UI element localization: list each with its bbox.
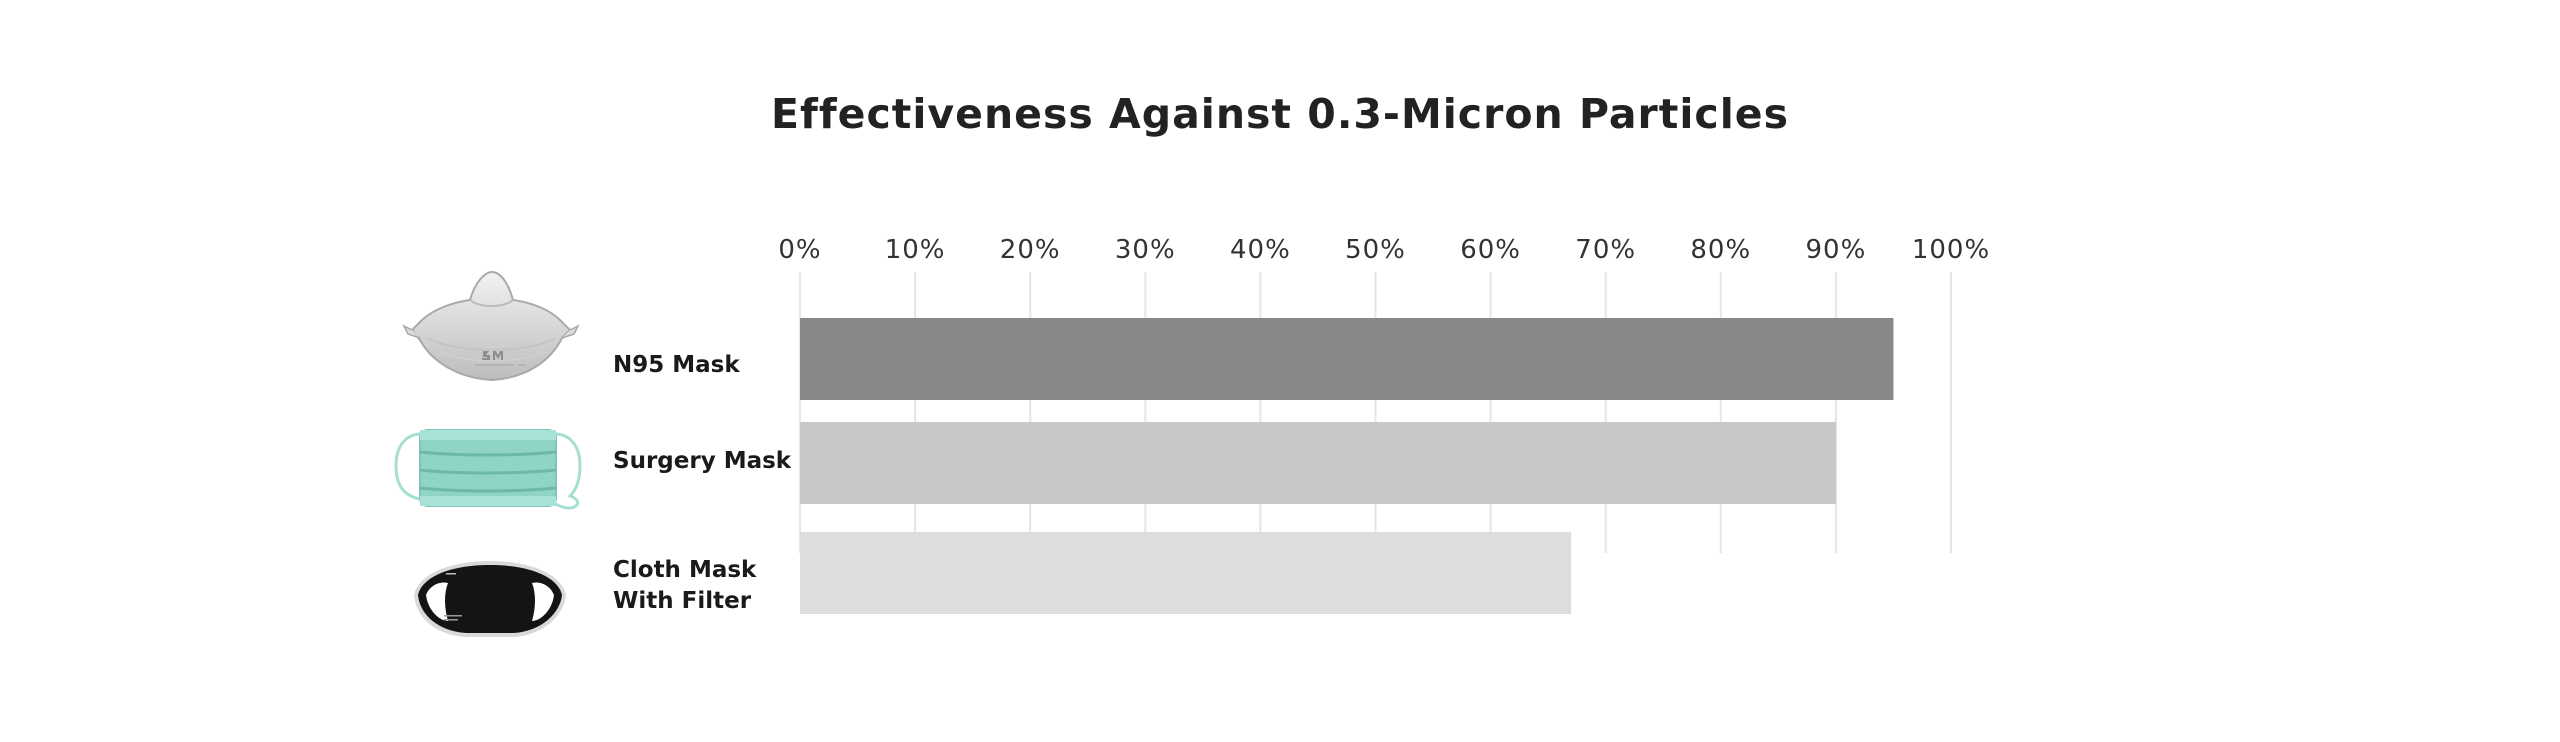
row-label-line: With Filter: [613, 588, 752, 614]
bar-n95-mask: [800, 318, 1894, 400]
bars: [800, 318, 1894, 614]
row-label-line: Surgery Mask: [613, 448, 792, 474]
x-tick-label: 60%: [1460, 235, 1521, 265]
chart-title: Effectiveness Against 0.3-Micron Particl…: [770, 90, 1790, 138]
x-tick-label: 80%: [1690, 235, 1751, 265]
surgical-mask-icon: [394, 429, 582, 510]
row-label-line: Cloth Mask: [613, 557, 757, 583]
gridlines: [799, 272, 1952, 553]
x-tick-label: 70%: [1575, 235, 1636, 265]
bar-cloth-mask-with-filter: [800, 532, 1572, 614]
row-label-surgery: Surgery Mask: [613, 446, 791, 477]
x-tick-label: 20%: [1000, 235, 1061, 265]
cloth-mask-icon: [414, 561, 566, 637]
x-tick-label: 90%: [1806, 235, 1867, 265]
row-label-cloth: Cloth Mask With Filter: [613, 555, 756, 617]
x-tick-label: 0%: [778, 235, 821, 265]
x-tick-label: 30%: [1115, 235, 1176, 265]
x-tick-label: 50%: [1345, 235, 1406, 265]
row-label-n95: N95 Mask: [613, 350, 740, 381]
n95-mask-icon: [402, 270, 580, 382]
x-tick-label: 100%: [1912, 235, 1990, 265]
x-tick-label: 10%: [885, 235, 946, 265]
bar-surgery-mask: [800, 422, 1836, 504]
x-axis-ticks: 0% 10% 20% 30% 40% 50% 60% 70% 80% 90% 100%: [778, 235, 1990, 265]
row-label-line: N95 Mask: [613, 352, 740, 378]
x-tick-label: 40%: [1230, 235, 1291, 265]
